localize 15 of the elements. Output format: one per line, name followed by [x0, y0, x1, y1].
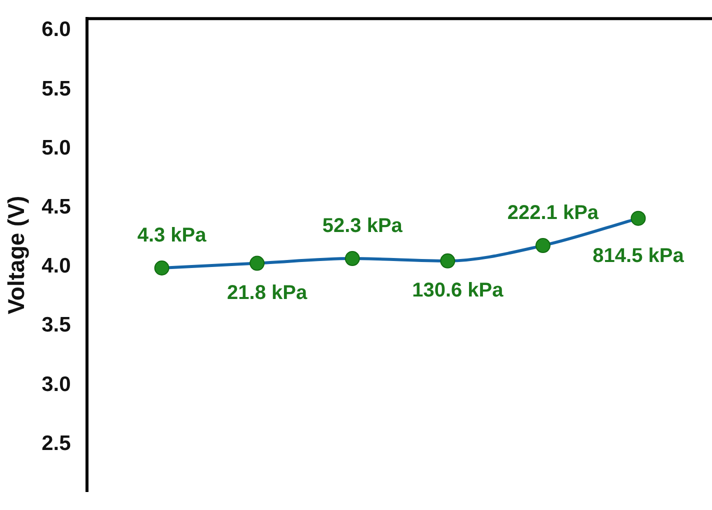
y-tick-label: 2.5: [42, 432, 72, 455]
annotation: 130.6 kPa: [412, 279, 504, 302]
y-tick-label: 4.0: [42, 254, 71, 278]
y-tick-label: 3.0: [42, 372, 71, 396]
y-axis-title: Voltage (V): [3, 196, 30, 314]
annotation: 21.8 kPa: [227, 282, 308, 304]
annotation: 814.5 kPa: [592, 244, 685, 267]
annotation: 222.1 kPa: [507, 202, 600, 224]
annotation: 52.3 kPa: [322, 215, 404, 238]
y-tick-label: 6.0: [42, 18, 71, 42]
annotation: 4.3 kPa: [137, 224, 208, 247]
y-tick-label: 3.5: [42, 314, 72, 337]
y-tick-label: 5.5: [42, 77, 72, 100]
y-tick-label: 4.5: [42, 196, 72, 219]
y-tick-label: 5.0: [42, 136, 71, 160]
